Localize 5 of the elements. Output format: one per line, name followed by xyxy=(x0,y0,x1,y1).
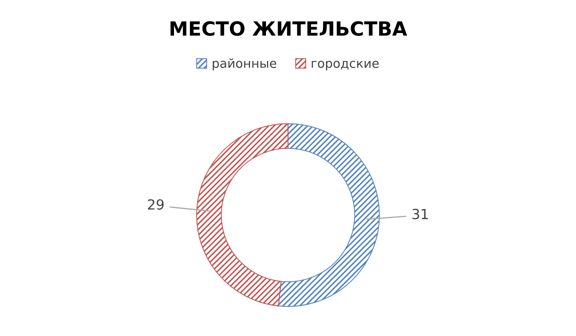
legend-label: городские xyxy=(312,60,379,70)
chart-title: МЕСТО ЖИТЕЛЬСТВА xyxy=(170,21,408,36)
data-label: 29 xyxy=(148,199,164,210)
legend-label: районные xyxy=(212,58,276,70)
data-label: 31 xyxy=(412,208,428,220)
